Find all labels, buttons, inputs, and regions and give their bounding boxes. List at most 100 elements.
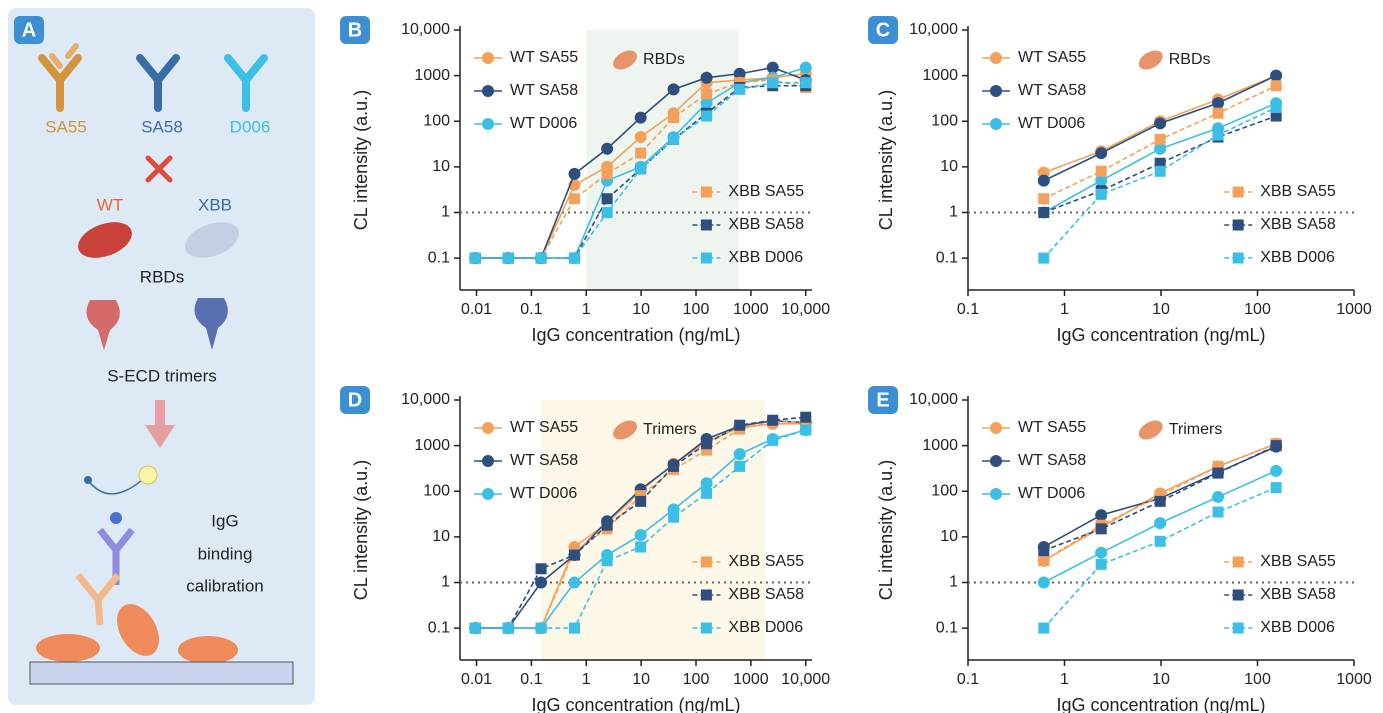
legend-marker <box>1232 252 1244 264</box>
data-point <box>1038 206 1050 218</box>
legend-label: WT SA58 <box>1018 452 1086 469</box>
data-point <box>1270 464 1283 477</box>
y-tick-label: 1000 <box>922 67 958 84</box>
series-line <box>1043 444 1277 552</box>
legend-label: XBB D006 <box>728 619 803 636</box>
panel-label-box <box>14 16 44 44</box>
y-axis-title: CL intensity (a.u.) <box>876 90 896 230</box>
y-tick-label: 1 <box>441 574 450 591</box>
data-point <box>1270 69 1283 82</box>
y-tick-label: 1000 <box>922 437 958 454</box>
data-point <box>568 167 581 180</box>
legend-label: XBB SA58 <box>1260 216 1336 233</box>
y-tick-label: 10,000 <box>401 391 450 408</box>
data-point <box>535 252 547 264</box>
annotation-icon <box>1138 50 1163 70</box>
data-point <box>601 519 613 531</box>
x-tick-label: 100 <box>683 671 710 688</box>
annotation-icon <box>1138 420 1163 440</box>
y-tick-label: 100 <box>423 112 450 129</box>
annotation: RBDs <box>643 51 685 68</box>
data-point <box>1270 482 1282 494</box>
legend-marker <box>700 186 712 198</box>
data-point <box>668 460 680 472</box>
data-point <box>635 163 647 175</box>
data-point <box>1095 558 1107 570</box>
data-point <box>733 67 746 80</box>
data-point <box>668 511 680 523</box>
data-point <box>799 61 812 74</box>
data-point <box>1212 490 1225 503</box>
legend-label: XBB D006 <box>1260 619 1335 636</box>
y-tick-label: 1 <box>949 574 958 591</box>
data-point <box>1038 545 1050 557</box>
data-point <box>634 131 647 144</box>
data-point <box>1154 490 1166 502</box>
data-point <box>568 252 580 264</box>
legend-marker <box>990 52 1002 64</box>
x-tick-label: 0.1 <box>520 671 542 688</box>
series-line <box>1043 486 1277 629</box>
data-point <box>1270 80 1282 92</box>
panel-label-box <box>868 386 898 414</box>
data-point <box>634 528 647 541</box>
y-tick-label: 1000 <box>414 67 450 84</box>
x-tick-label: 1 <box>582 301 591 318</box>
calibration-label: binding <box>198 544 253 563</box>
legend-label: WT SA55 <box>1018 419 1086 436</box>
data-point <box>1154 535 1166 547</box>
legend-label: WT SA58 <box>510 82 578 99</box>
rbd-icon <box>185 222 239 258</box>
x-tick-label: 100 <box>1244 671 1271 688</box>
trimers-label: S-ECD trimers <box>107 366 217 385</box>
trimer-icon <box>86 300 120 350</box>
legend-label: WT D006 <box>1018 115 1085 132</box>
data-point <box>701 487 713 499</box>
panel-label-box <box>340 386 370 414</box>
legend-marker <box>700 556 712 568</box>
data-point <box>700 477 713 490</box>
cross-icon <box>145 155 173 183</box>
data-point <box>667 83 680 96</box>
data-point <box>535 563 547 575</box>
x-tick-label: 1 <box>582 671 591 688</box>
legend-marker <box>482 85 494 97</box>
annotation: Trimers <box>643 421 697 438</box>
legend-marker <box>1232 556 1244 568</box>
legend-marker <box>990 85 1002 97</box>
legend-label: XBB SA55 <box>728 183 804 200</box>
y-tick-label: 1000 <box>414 437 450 454</box>
series-line <box>1043 115 1277 214</box>
legend-label: WT SA58 <box>510 452 578 469</box>
y-tick-label: 0.1 <box>428 249 450 266</box>
rbd-icon <box>78 222 132 258</box>
x-tick-label: 0.01 <box>461 671 492 688</box>
data-point <box>568 576 581 589</box>
data-point <box>568 622 580 634</box>
x-tick-label: 10 <box>632 671 650 688</box>
data-point <box>1270 440 1282 452</box>
legend-label: WT D006 <box>510 485 577 502</box>
legend-marker <box>1232 622 1244 634</box>
data-point <box>800 411 812 423</box>
legend-marker <box>990 488 1002 500</box>
legend-label: XBB SA58 <box>1260 586 1336 603</box>
y-axis-title: CL intensity (a.u.) <box>876 460 896 600</box>
calibration-label: calibration <box>186 576 264 595</box>
calibration-illustration <box>29 465 294 685</box>
data-point <box>635 495 647 507</box>
y-tick-label: 10 <box>432 528 450 545</box>
data-point <box>1038 252 1050 264</box>
data-point <box>701 110 713 122</box>
legend-marker <box>1232 186 1244 198</box>
data-point <box>700 97 713 110</box>
y-tick-label: 1 <box>949 204 958 221</box>
antibody-label: D006 <box>230 117 271 136</box>
data-point <box>1038 555 1050 567</box>
legend-label: WT SA58 <box>1018 82 1086 99</box>
data-point <box>502 622 514 634</box>
annotation-icon <box>613 50 637 70</box>
x-tick-label: 10 <box>1152 301 1170 318</box>
legend-label: XBB SA55 <box>1260 183 1336 200</box>
series-line <box>1043 442 1277 562</box>
